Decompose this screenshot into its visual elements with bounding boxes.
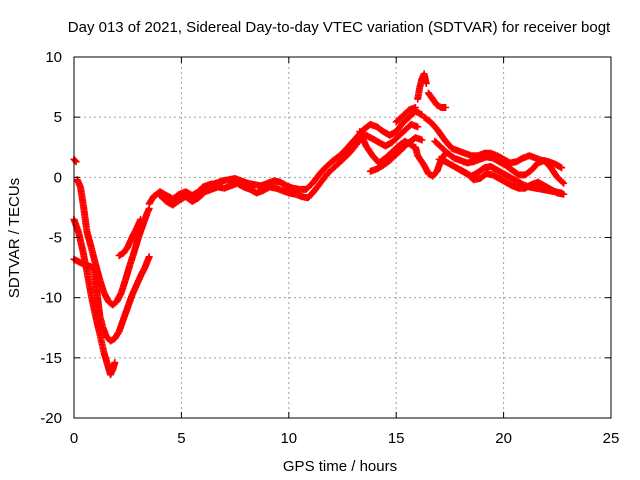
series-2 — [73, 176, 153, 309]
x-tick-label: 10 — [280, 430, 297, 447]
data-points — [70, 70, 568, 379]
series-11 — [414, 70, 430, 103]
series-1 — [70, 155, 80, 166]
y-tick-label: -15 — [40, 350, 62, 367]
x-tick-labels: 0 5 10 15 20 25 — [70, 430, 620, 447]
y-tick-labels: -20 -15 -10 -5 0 5 10 — [40, 49, 62, 427]
y-tick-label: -10 — [40, 290, 62, 307]
y-axis-label: SDTVAR / TECUs — [6, 178, 23, 298]
data-point-markers — [414, 70, 430, 103]
x-tick-label: 20 — [495, 430, 512, 447]
series-5 — [115, 215, 145, 259]
data-point-markers — [457, 166, 568, 198]
x-tick-label: 0 — [70, 430, 78, 447]
series-9 — [366, 134, 426, 175]
series-10 — [392, 104, 419, 126]
series-12 — [424, 89, 450, 111]
data-point-markers — [424, 89, 450, 111]
series-6 — [145, 107, 426, 208]
data-point-markers — [70, 155, 80, 166]
chart-title: Day 013 of 2021, Sidereal Day-to-day VTE… — [68, 19, 611, 36]
x-tick-label: 15 — [388, 430, 405, 447]
y-tick-label: -20 — [40, 410, 62, 427]
axis-ticks — [73, 56, 612, 419]
data-point-markers — [366, 134, 426, 175]
y-tick-label: 5 — [54, 109, 62, 126]
x-axis-label: GPS time / hours — [283, 458, 397, 475]
y-tick-label: 0 — [54, 169, 62, 186]
x-tick-label: 25 — [603, 430, 620, 447]
data-point-markers — [392, 104, 419, 126]
data-point-markers — [115, 215, 145, 259]
y-tick-label: 10 — [45, 49, 62, 66]
data-point-markers — [431, 137, 568, 187]
grid-lines — [74, 57, 611, 418]
y-tick-label: -5 — [49, 230, 62, 247]
series-15 — [431, 137, 568, 187]
series-17 — [457, 166, 568, 198]
data-point-markers — [145, 107, 426, 208]
x-tick-label: 5 — [177, 430, 185, 447]
data-point-markers — [73, 176, 153, 309]
